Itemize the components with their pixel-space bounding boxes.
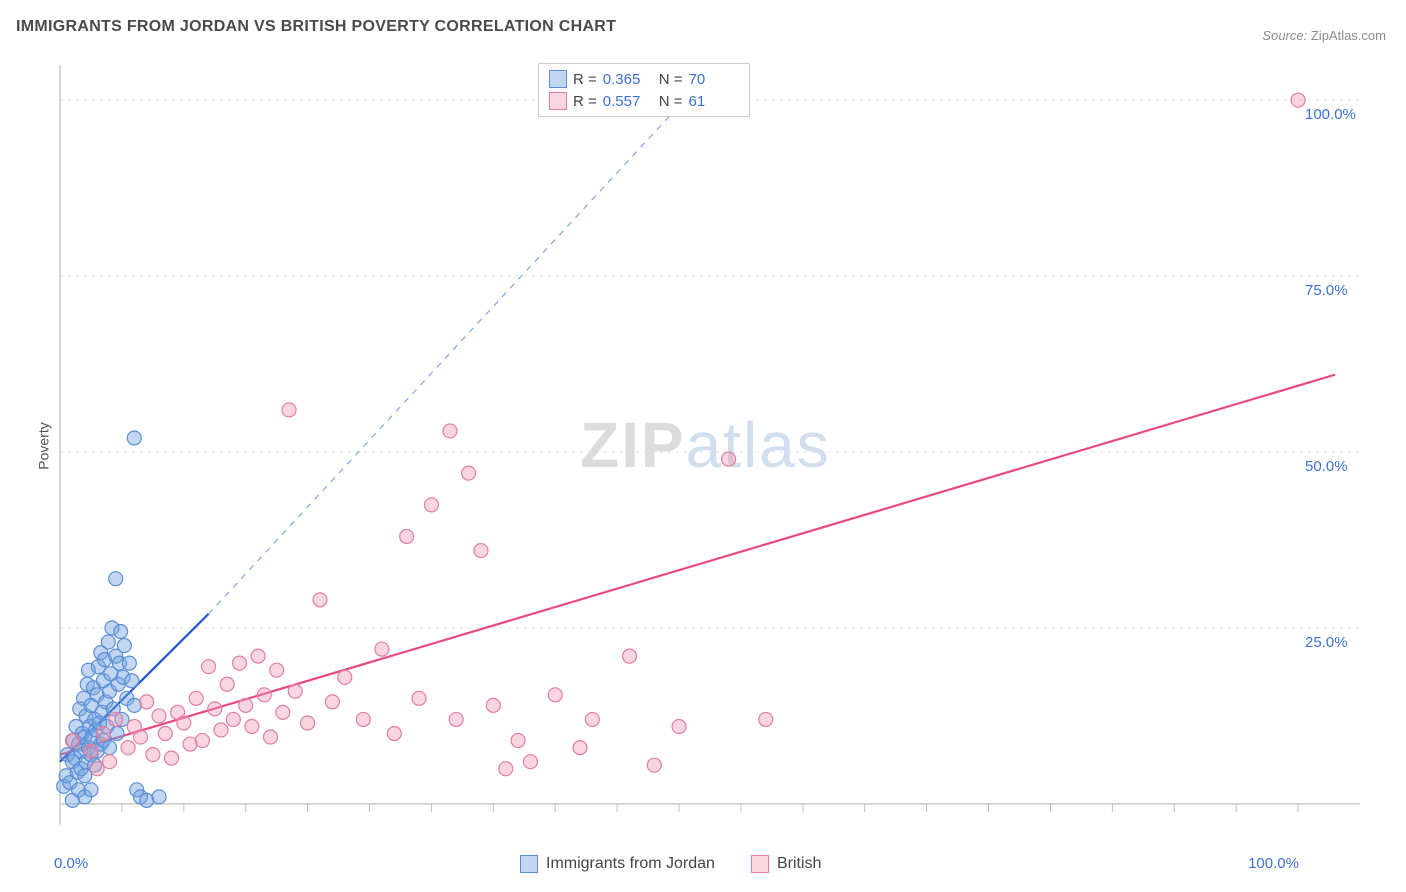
source-value: ZipAtlas.com — [1311, 28, 1386, 43]
source-label: Source: — [1262, 28, 1307, 43]
scatter-points — [57, 93, 1305, 807]
r-label: R = — [573, 71, 597, 88]
legend-swatch-jordan — [520, 855, 538, 873]
x-axis-max-label: 100.0% — [1248, 855, 1299, 872]
y-tick-label: 100.0% — [1305, 106, 1356, 123]
legend-swatch-british — [751, 855, 769, 873]
r-label: R = — [573, 93, 597, 110]
gridlines — [60, 100, 1360, 628]
axes — [60, 65, 1360, 825]
n-value-jordan: 70 — [689, 71, 739, 88]
series-legend: Immigrants from Jordan British — [520, 855, 821, 873]
stats-row-jordan: R = 0.365 N = 70 — [549, 68, 739, 90]
r-value-british: 0.557 — [603, 93, 653, 110]
x-axis-min-label: 0.0% — [54, 855, 88, 872]
r-value-jordan: 0.365 — [603, 71, 653, 88]
swatch-british — [549, 92, 567, 110]
n-label: N = — [659, 71, 683, 88]
swatch-jordan — [549, 70, 567, 88]
y-tick-label: 25.0% — [1305, 634, 1348, 651]
y-tick-label: 75.0% — [1305, 282, 1348, 299]
chart-title: IMMIGRANTS FROM JORDAN VS BRITISH POVERT… — [16, 18, 616, 36]
n-value-british: 61 — [689, 93, 739, 110]
legend-label-jordan: Immigrants from Jordan — [546, 855, 715, 873]
y-tick-label: 50.0% — [1305, 458, 1348, 475]
stats-row-british: R = 0.557 N = 61 — [549, 90, 739, 112]
correlation-stats-box: R = 0.365 N = 70 R = 0.557 N = 61 — [538, 63, 750, 117]
n-label: N = — [659, 93, 683, 110]
source-attribution: Source: ZipAtlas.com — [1262, 28, 1386, 43]
legend-label-british: British — [777, 855, 821, 873]
scatter-plot — [50, 55, 1380, 855]
